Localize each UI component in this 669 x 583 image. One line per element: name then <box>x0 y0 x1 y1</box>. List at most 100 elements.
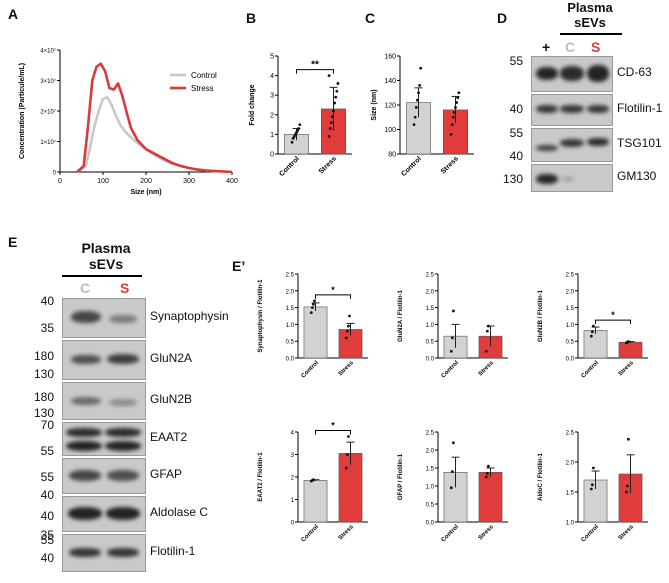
blot-protein-label: GluN2A <box>150 351 193 365</box>
blot-aldolase-c <box>62 496 146 532</box>
aldoc-bar-chart: 1.0 1.5 2.0 2.5 AldoC / Flotilin-1 Control Str… <box>538 431 648 543</box>
data-point <box>457 91 461 95</box>
blot-glun2a <box>62 340 146 380</box>
blot-flotilin-1 <box>62 534 146 572</box>
data-point <box>592 324 595 328</box>
y-tick-label: 1.5 <box>426 467 435 473</box>
x-tick-label: 0 <box>58 178 62 185</box>
data-point <box>450 470 454 473</box>
blot-synaptophysin <box>62 298 146 338</box>
data-point <box>485 329 489 333</box>
synaptophysin-bar-chart: 0.0 0.5 1.0 1.5 2.0 2.5 Synaptophysin / Flotil… <box>258 273 368 380</box>
x-tick-label: Stress <box>338 360 356 378</box>
data-point <box>332 109 335 113</box>
y-tick-label: 2 <box>270 112 274 119</box>
x-tick-label: Control <box>400 155 423 178</box>
y-tick-label: 0.5 <box>426 503 435 509</box>
panel-d-header-line2: sEVs <box>574 15 606 30</box>
significance-label: * <box>331 285 335 295</box>
molecular-weight-marker: 70 <box>40 418 54 432</box>
blot-band <box>560 139 584 147</box>
panel-e-header-line1: Plasma <box>81 240 131 256</box>
blot-protein-label: Flotilin-1 <box>617 101 663 115</box>
data-point <box>455 101 459 104</box>
molecular-weight-marker: 35 <box>40 528 54 542</box>
molecular-weight-marker: 40 <box>40 509 54 523</box>
x-tick-label: Stress <box>478 360 496 378</box>
y-tick-label: 0.5 <box>566 340 575 346</box>
blot-band <box>109 315 137 323</box>
significance-label: * <box>611 310 615 320</box>
series-line-stress <box>76 62 233 174</box>
legend-label-stress: Stress <box>191 84 214 93</box>
panel-letter-e: E <box>8 234 18 250</box>
data-point <box>485 472 489 475</box>
blot-band <box>107 548 139 557</box>
data-point <box>592 466 595 470</box>
significance-label: * <box>331 421 335 431</box>
y-tick-label: 2×10⁷ <box>40 109 56 116</box>
data-point <box>290 140 294 144</box>
data-point <box>450 336 454 340</box>
x-tick-label: Control <box>301 360 321 380</box>
y-axis-title: Fold change <box>249 84 256 125</box>
x-tick-label: 100 <box>97 178 109 185</box>
x-tick-label: Stress <box>440 155 460 175</box>
fold-change-bar-chart: 0 1 2 3 4 5 Fold change Control Stress ** <box>249 54 352 178</box>
y-tick-label: 5 <box>270 54 274 61</box>
bar-stress <box>618 341 643 359</box>
data-point <box>415 98 419 102</box>
panel-letter-e-prime: E’ <box>232 258 246 274</box>
data-point <box>449 349 453 353</box>
data-point <box>452 110 456 114</box>
blot-protein-label: TSG101 <box>617 136 662 150</box>
data-point <box>456 96 460 100</box>
data-point <box>590 483 594 487</box>
x-tick-label: Control <box>441 524 461 544</box>
molecular-weight-marker: 55 <box>40 444 54 458</box>
molecular-weight-marker: 55 <box>509 54 523 68</box>
x-tick-label: Control <box>278 155 301 178</box>
data-point <box>454 106 457 109</box>
molecular-weight-marker: 40 <box>40 294 54 308</box>
significance-bracket <box>315 294 351 299</box>
x-tick-label: 200 <box>140 178 152 185</box>
data-point <box>413 115 417 119</box>
x-tick-label: Stress <box>318 155 338 175</box>
blot-band <box>536 145 558 151</box>
blot-band <box>66 428 102 437</box>
y-tick-label: 80 <box>388 152 396 159</box>
data-point <box>328 127 332 130</box>
y-tick-label: 0.0 <box>566 357 575 363</box>
y-tick-label: 2.0 <box>426 289 435 295</box>
y-axis-title: EAAT2 / Flotilin-1 <box>258 452 264 502</box>
data-point <box>312 302 315 306</box>
data-point <box>313 299 316 303</box>
blot-protein-label: GluN2B <box>150 392 193 406</box>
blot-glun2b <box>62 382 146 420</box>
y-tick-label: 2.5 <box>566 273 575 279</box>
y-tick-label: 3 <box>270 93 274 100</box>
gfap-bar-chart: 0.0 0.5 1.0 1.5 2.0 2.5 GFAP / Flotilin-1 Contr… <box>398 431 508 544</box>
y-tick-label: 1 <box>270 132 274 139</box>
y-tick-label: 0.0 <box>426 521 435 527</box>
blot-gm130 <box>531 164 613 192</box>
y-axis-title: GluN2B / Flotilin-1 <box>538 289 544 342</box>
blot-band <box>560 66 584 81</box>
y-axis-title: Size (nm) <box>371 89 378 120</box>
series-line-control <box>76 96 233 174</box>
x-tick-label: Stress <box>618 360 636 378</box>
data-point <box>451 115 455 119</box>
data-point <box>327 134 331 138</box>
blot-band <box>536 67 558 80</box>
blot-protein-label: Synaptophysin <box>150 309 229 323</box>
blot-band <box>587 138 609 146</box>
panel-e-lane-stress: S <box>120 280 130 296</box>
data-point <box>452 441 455 445</box>
blot-band <box>71 355 101 364</box>
blot-band <box>69 548 101 557</box>
y-axis-title: Synaptophysin / Flotilin-1 <box>258 279 264 353</box>
panel-d-header-underline <box>560 33 622 35</box>
data-point <box>589 334 593 338</box>
bar-stress <box>320 108 347 155</box>
